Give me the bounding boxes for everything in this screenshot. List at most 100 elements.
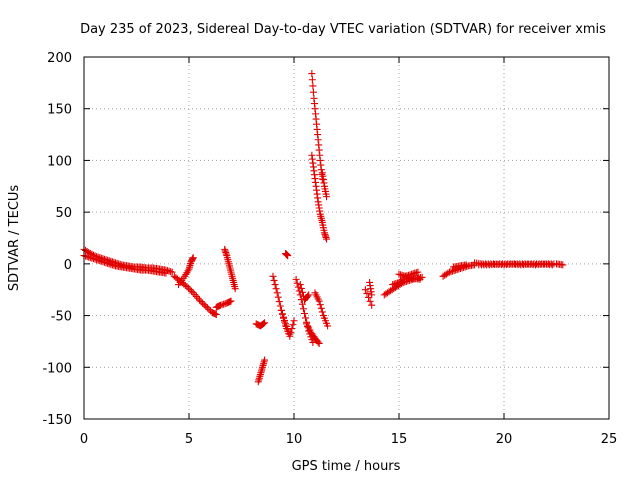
data-point [548,261,556,269]
data-point [194,294,202,302]
data-point [317,304,325,312]
y-tick-label: 0 [64,258,72,273]
data-point [397,277,405,285]
data-point [559,261,567,269]
x-tick-label: 25 [601,432,618,447]
data-point [299,305,307,313]
data-point [196,296,203,304]
data-point [269,272,277,280]
y-tick-label: 50 [55,206,72,221]
data-point [162,269,170,277]
data-point [304,292,312,300]
data-point [203,304,211,312]
data-point [288,325,296,332]
x-tick-label: 15 [391,432,408,447]
y-tick-label: -100 [42,361,72,376]
x-tick-label: 5 [185,432,193,447]
data-point [286,332,294,340]
axis-ticks: 0 5 10 15 20 25 -150 -100 -50 0 50 100 150 200 [42,51,617,447]
x-tick-label: 20 [496,432,513,447]
data-point [261,356,269,364]
data-point [308,70,316,78]
data-point [199,299,207,307]
data-point [205,305,213,313]
data-point [363,290,371,298]
data-point [324,322,332,330]
data-point [309,82,317,90]
chart-title: Day 235 of 2023, Sidereal Day-to-day VTE… [80,22,606,37]
data-point [284,252,292,260]
data-point [287,328,295,336]
data-point [183,283,191,291]
data-point [368,301,376,309]
data-point [416,275,424,283]
data-point [275,298,283,306]
data-point [212,311,220,319]
data-point [200,301,208,309]
data-point [462,261,470,269]
data-point [315,297,323,305]
gridlines [84,57,609,419]
data-point [260,320,268,328]
data-point [189,254,197,262]
x-tick-label: 0 [80,432,88,447]
data-point [280,314,287,322]
data-point [276,302,284,310]
data-point [261,319,269,327]
data-point [293,279,301,287]
data-point [305,291,313,299]
data-point [189,289,197,297]
data-point [309,88,317,96]
plot-frame [83,56,610,420]
data-point [314,338,322,346]
data-point [272,285,280,293]
y-tick-label: -50 [51,310,72,325]
data-point [395,278,403,286]
data-point [298,300,306,308]
data-point [298,288,306,296]
data-point [318,308,326,316]
y-tick-label: 150 [47,103,72,118]
data-point [197,298,205,306]
data-point [168,268,176,276]
data-point [186,286,194,294]
y-tick-label: -150 [42,413,72,428]
data-point [290,317,298,325]
data-point [323,193,331,201]
data-point [296,281,304,289]
x-tick-label: 10 [286,432,303,447]
data-point [444,269,452,277]
data-point [271,281,279,289]
data-point [301,310,308,318]
data-point [292,275,300,283]
data-point [192,292,200,300]
data-point [202,302,210,310]
data-points [80,70,567,386]
data-point [315,339,323,347]
y-axis-label: SDTVAR / TECUs [7,185,22,292]
data-point [316,301,324,309]
data-point [323,235,331,243]
data-point [278,310,286,318]
data-point [231,285,239,293]
y-tick-label: 100 [47,154,72,169]
y-tick-label: 200 [47,51,72,66]
data-point [289,321,297,329]
x-axis-label: GPS time / hours [292,459,401,474]
data-point [414,268,422,276]
data-point [184,284,192,292]
data-point [277,306,285,314]
data-point [188,287,196,295]
data-point [273,289,281,297]
data-point [281,318,289,326]
data-point [361,286,369,294]
data-point [274,293,282,301]
data-point [227,297,235,305]
data-point [368,291,376,299]
data-point [308,76,316,84]
data-point [302,314,310,322]
data-point [191,291,199,299]
data-point [366,297,374,305]
